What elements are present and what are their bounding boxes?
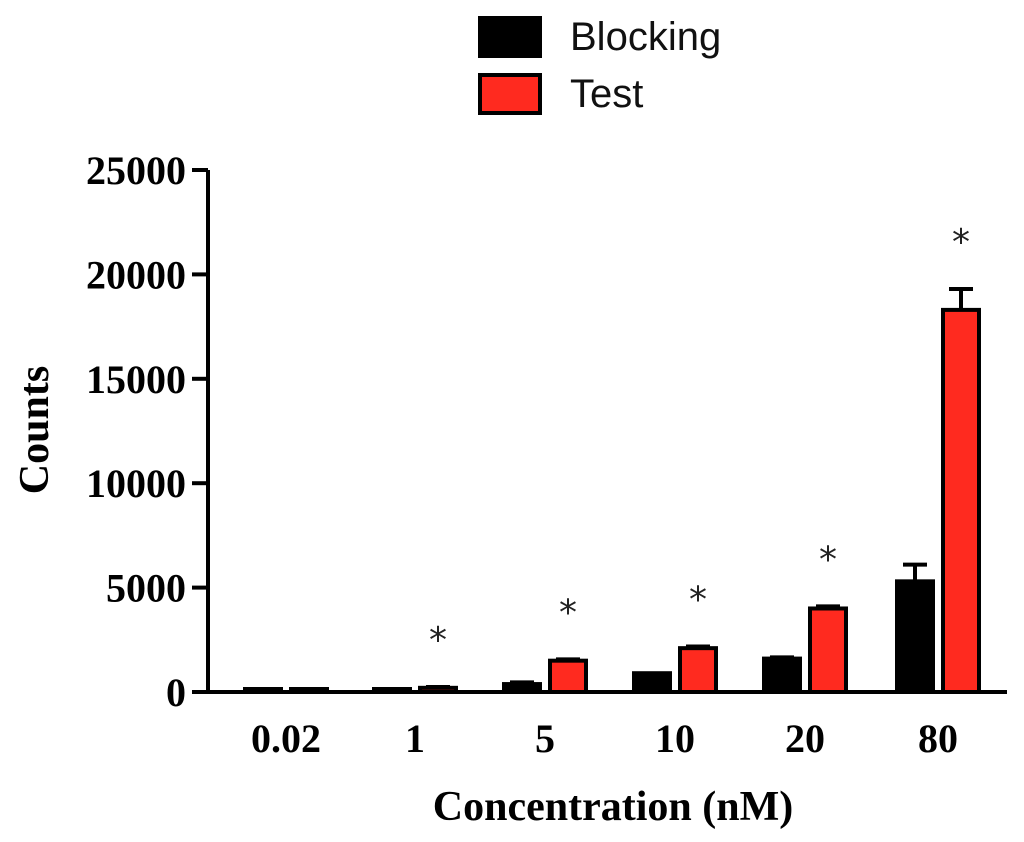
bar-blocking-1 <box>372 687 412 694</box>
x-tick-label: 20 <box>785 716 825 761</box>
bar-test-5 <box>548 658 588 694</box>
bar-test-80 <box>941 307 981 694</box>
legend-label-blocking: Blocking <box>570 15 721 59</box>
bar-blocking-80 <box>895 579 935 694</box>
bar-blocking-5 <box>502 682 542 695</box>
bar-blocking-10 <box>632 671 672 695</box>
bar-blocking-20 <box>762 656 802 694</box>
legend-label-test: Test <box>570 72 643 116</box>
significance-star: * <box>559 592 577 633</box>
error-bars <box>426 287 973 689</box>
y-axis-title: Counts <box>12 366 58 494</box>
bars <box>243 307 981 695</box>
axes <box>206 170 1007 694</box>
x-tick-label: 1 <box>405 716 425 761</box>
x-tick-label: 5 <box>535 716 555 761</box>
y-tick-label: 10000 <box>86 461 186 506</box>
significance-markers: * * * * * <box>429 222 970 661</box>
significance-star: * <box>952 222 970 263</box>
bar-test-0.02 <box>289 687 329 694</box>
significance-star: * <box>689 579 707 620</box>
x-axis-title: Concentration (nM) <box>433 784 793 830</box>
y-tick-label: 5000 <box>106 566 186 611</box>
legend-swatch-blocking <box>478 16 542 58</box>
x-tick-label: 80 <box>918 716 958 761</box>
significance-star: * <box>429 620 447 661</box>
x-tick-label: 10 <box>655 716 695 761</box>
x-tick-label: 0.02 <box>251 716 321 761</box>
x-ticks: 0.02 1 5 10 20 80 <box>251 716 958 761</box>
bar-test-10 <box>678 646 718 694</box>
y-tick-label: 15000 <box>86 357 186 402</box>
bar-blocking-0.02 <box>243 687 283 694</box>
y-tick-label: 20000 <box>86 252 186 297</box>
y-tick-label: 0 <box>166 670 186 715</box>
legend-swatch-test <box>478 73 542 115</box>
bar-test-20 <box>808 606 848 694</box>
y-ticks: 0 5000 10000 15000 20000 25000 <box>86 148 208 715</box>
significance-star: * <box>819 539 837 580</box>
legend: Blocking Test <box>478 15 721 116</box>
y-tick-label: 25000 <box>86 148 186 193</box>
